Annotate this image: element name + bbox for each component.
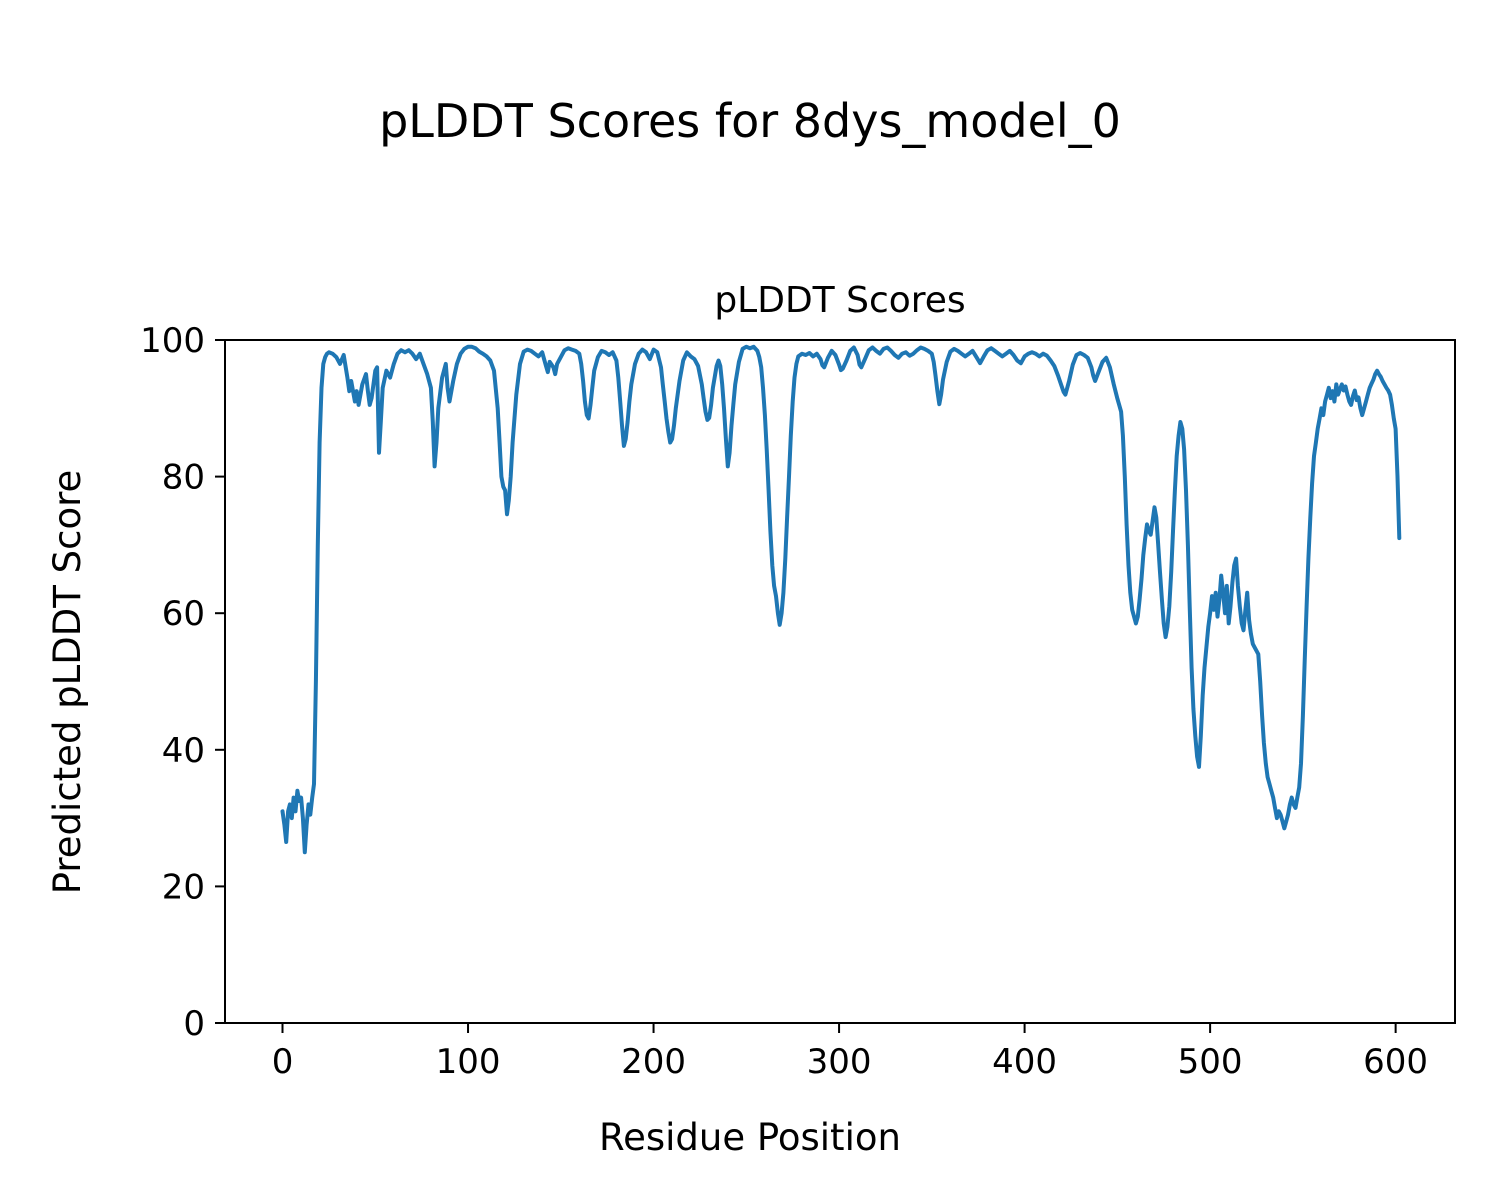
y-axis-label: Predicted pLDDT Score — [46, 470, 89, 895]
y-tick-label: 100 — [140, 321, 205, 361]
plot-spines — [224, 339, 1456, 1024]
y-ticks: 0 20 40 60 80 100 — [140, 321, 225, 1044]
x-tick-label: 300 — [807, 1042, 872, 1082]
y-tick-label: 80 — [162, 458, 205, 498]
axes-title: pLDDT Scores — [714, 280, 965, 321]
plddt-line — [280, 344, 1402, 855]
x-tick-label: 0 — [272, 1042, 294, 1082]
y-tick-label: 40 — [162, 731, 205, 771]
figure-title: pLDDT Scores for 8dys_model_0 — [379, 94, 1121, 148]
y-tick-label: 20 — [162, 867, 205, 907]
x-axis-label: Residue Position — [599, 1116, 901, 1159]
x-tick-label: 100 — [436, 1042, 501, 1082]
x-tick-label: 200 — [621, 1042, 686, 1082]
plot-area: 0 20 40 60 80 100 0 100 200 300 400 500 600 — [140, 321, 1456, 1082]
x-tick-label: 400 — [992, 1042, 1057, 1082]
data-series — [280, 344, 1402, 855]
y-tick-label: 60 — [162, 594, 205, 634]
y-tick-label: 0 — [183, 1004, 205, 1044]
x-ticks: 0 100 200 300 400 500 600 — [272, 1023, 1428, 1082]
x-tick-label: 600 — [1363, 1042, 1428, 1082]
x-tick-label: 500 — [1178, 1042, 1243, 1082]
